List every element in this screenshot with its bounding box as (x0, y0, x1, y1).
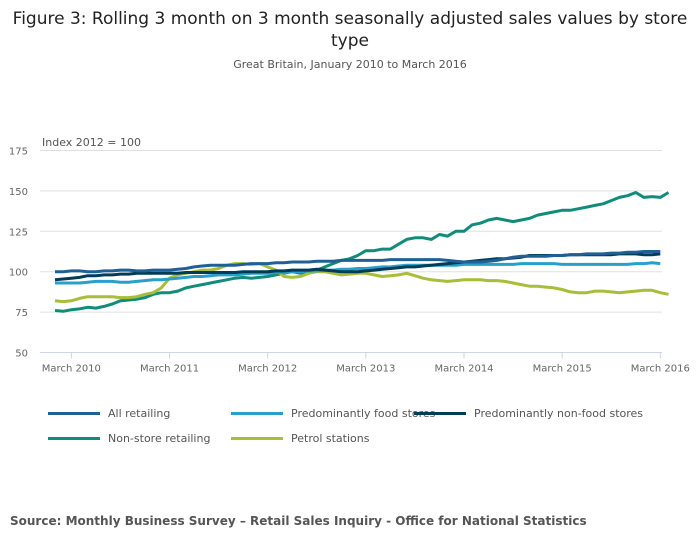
legend-item[interactable]: Predominantly food stores (231, 407, 435, 420)
legend-swatch (231, 437, 283, 440)
legend-item[interactable]: Non-store retailing (48, 432, 210, 445)
chart-subtitle: Great Britain, January 2010 to March 201… (233, 58, 467, 71)
y-tick-label: 150 (9, 187, 28, 198)
legend-item[interactable]: Petrol stations (231, 432, 369, 445)
y-tick-label: 100 (9, 268, 28, 279)
series-line-predominantly-food-stores (55, 261, 661, 285)
series-line-petrol-stations (54, 262, 669, 304)
legend-label: All retailing (108, 407, 171, 420)
x-tick-label: March 2016 (631, 364, 690, 375)
y-axis-label: Index 2012 = 100 (42, 136, 141, 149)
legend-label: Petrol stations (291, 432, 370, 445)
y-tick-label: 175 (9, 147, 28, 158)
legend-swatch (48, 437, 100, 440)
y-tick-label: 125 (9, 227, 28, 238)
line-chart: 50 75 100 125 150 175 March 2010 March 2011 Marc… (9, 147, 690, 375)
series-line-all-retailing (55, 250, 661, 274)
source-note: Source: Monthly Business Survey – Retail… (10, 514, 587, 528)
series-line-predominantly-non-food-stores (54, 252, 661, 282)
x-tick-label: March 2015 (533, 364, 592, 375)
legend-item[interactable]: Predominantly non-food stores (414, 407, 643, 420)
legend-label: Predominantly food stores (291, 407, 436, 420)
x-tick-label: March 2012 (238, 364, 297, 375)
legend-label: Predominantly non-food stores (474, 407, 644, 420)
legend-swatch (231, 412, 283, 415)
series-line-non-store-retailing (54, 191, 670, 313)
legend-swatch (414, 412, 466, 415)
x-tick-label: March 2013 (336, 364, 395, 375)
legend-swatch (48, 412, 100, 415)
y-tick-label: 75 (15, 308, 28, 319)
x-tick-label: March 2011 (140, 364, 199, 375)
legend-item[interactable]: All retailing (48, 407, 170, 420)
x-tick-label: March 2014 (434, 364, 493, 375)
x-tick-label: March 2010 (42, 364, 101, 375)
legend-label: Non-store retailing (108, 432, 211, 445)
y-tick-label: 50 (15, 349, 28, 360)
chart-title: Figure 3: Rolling 3 month on 3 month sea… (12, 9, 688, 51)
